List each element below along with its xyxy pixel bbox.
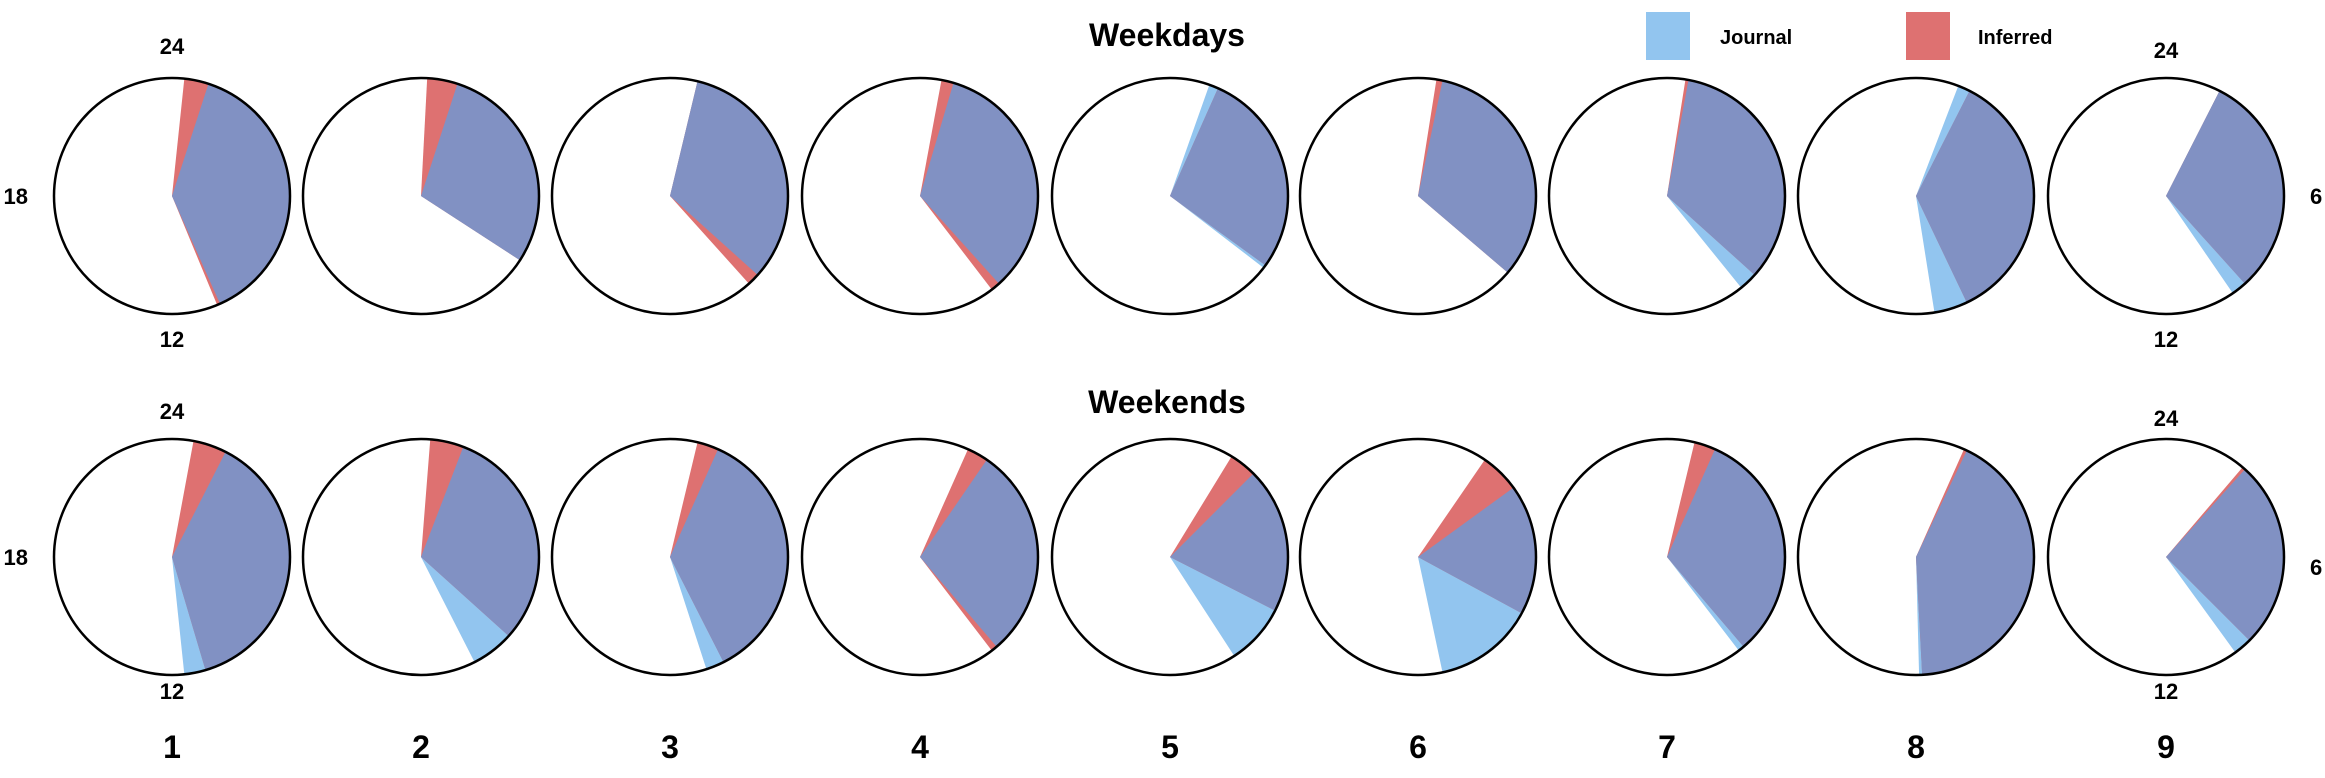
pie-outline — [1796, 437, 2036, 677]
hour-label-24: 24 — [2154, 406, 2179, 431]
pie-outline — [2046, 437, 2286, 677]
pie-row2-p6 — [1298, 437, 1538, 677]
pie-row1-p6 — [1298, 76, 1538, 316]
pie-outline — [1298, 76, 1538, 316]
pie-outline — [550, 437, 790, 677]
participant-labels: 1 2 3 4 5 6 7 8 9 — [163, 729, 2175, 765]
pie-outline — [1547, 76, 1787, 316]
pie-row2-p9 — [2046, 437, 2286, 677]
overlap-wedge — [172, 451, 290, 671]
overlap-wedge — [172, 83, 290, 304]
pie-outline — [52, 76, 292, 316]
participant-label-8: 8 — [1907, 729, 1925, 765]
pie-outline — [301, 76, 541, 316]
hour-label-12: 12 — [2154, 679, 2178, 704]
pie-row2-p4 — [800, 437, 1040, 677]
hour-label-12: 12 — [2154, 327, 2178, 352]
legend: Journal Inferred — [1646, 12, 2052, 60]
pie-row1-p8 — [1796, 76, 2036, 316]
legend-item-journal: Journal — [1646, 12, 1792, 60]
hour-label-12: 12 — [160, 327, 184, 352]
hour-label-24: 24 — [160, 399, 185, 424]
legend-item-inferred: Inferred — [1906, 12, 2052, 60]
participant-label-3: 3 — [661, 729, 679, 765]
legend-swatch-inferred — [1906, 12, 1950, 60]
participant-label-9: 9 — [2157, 729, 2175, 765]
row-titles: Weekdays Weekends — [1088, 17, 1246, 420]
overlap-wedge — [670, 81, 789, 275]
pie-row2-p1 — [52, 437, 292, 677]
hour-label-24: 24 — [160, 34, 185, 59]
pie-row1-p9 — [2046, 76, 2286, 316]
row-title-2: Weekends — [1088, 384, 1246, 420]
pie-row2-p7 — [1547, 437, 1787, 677]
overlap-wedge — [1170, 473, 1289, 611]
pie-outline — [550, 76, 790, 316]
pie-row2-p8 — [1796, 437, 2036, 677]
overlap-wedge — [1916, 90, 2035, 303]
participant-label-2: 2 — [412, 729, 430, 765]
overlap-wedge — [920, 459, 1039, 647]
hour-label-6: 6 — [2310, 184, 2322, 209]
pie-outline — [2046, 76, 2286, 316]
participant-label-5: 5 — [1161, 729, 1179, 765]
pie-outline — [1796, 76, 2036, 316]
overlap-wedge — [920, 82, 1038, 284]
pie-outline — [800, 437, 1040, 677]
overlap-wedge — [1418, 487, 1536, 614]
hour-label-24: 24 — [2154, 38, 2179, 63]
pie-outline — [1298, 437, 1538, 677]
participant-label-6: 6 — [1409, 729, 1427, 765]
hour-labels: 24 18 12 24 6 12 24 18 12 24 6 12 — [4, 34, 2323, 704]
overlap-wedge — [1667, 79, 1785, 275]
pie-row1-p5 — [1050, 76, 1290, 316]
hour-label-6: 6 — [2310, 555, 2322, 580]
pie-outline — [301, 437, 541, 677]
hour-label-18: 18 — [4, 545, 28, 570]
pie-row1-p4 — [800, 76, 1040, 316]
pie-row1-p1 — [52, 76, 292, 316]
overlap-wedge — [2166, 90, 2285, 284]
overlap-wedge — [2166, 469, 2285, 641]
pie-row1-p2 — [301, 76, 541, 316]
pie-row2-p2 — [301, 437, 541, 677]
legend-label-inferred: Inferred — [1978, 27, 2052, 49]
overlap-wedge — [1170, 88, 1288, 266]
legend-swatch-journal — [1646, 12, 1690, 60]
overlap-wedge — [1916, 450, 2035, 675]
overlap-wedge — [421, 446, 539, 636]
pie-row2-p3 — [550, 437, 790, 677]
overlap-wedge — [670, 449, 789, 663]
pie-row1-p3 — [550, 76, 790, 316]
hour-label-12: 12 — [160, 679, 184, 704]
overlap-wedge — [1667, 449, 1785, 647]
pie-outline — [800, 76, 1040, 316]
pie-outline — [1050, 437, 1290, 677]
clock-pies — [52, 76, 2286, 677]
pie-outline — [52, 437, 292, 677]
overlap-wedge — [1418, 80, 1536, 273]
participant-label-1: 1 — [163, 729, 181, 765]
overlap-wedge — [421, 83, 539, 261]
participant-label-7: 7 — [1658, 729, 1676, 765]
pie-row1-p7 — [1547, 76, 1787, 316]
pie-outline — [1050, 76, 1290, 316]
participant-label-4: 4 — [911, 729, 929, 765]
pie-outline — [1547, 437, 1787, 677]
pie-row2-p5 — [1050, 437, 1290, 677]
legend-label-journal: Journal — [1720, 27, 1792, 49]
row-title-1: Weekdays — [1089, 17, 1245, 53]
hour-label-18: 18 — [4, 184, 28, 209]
